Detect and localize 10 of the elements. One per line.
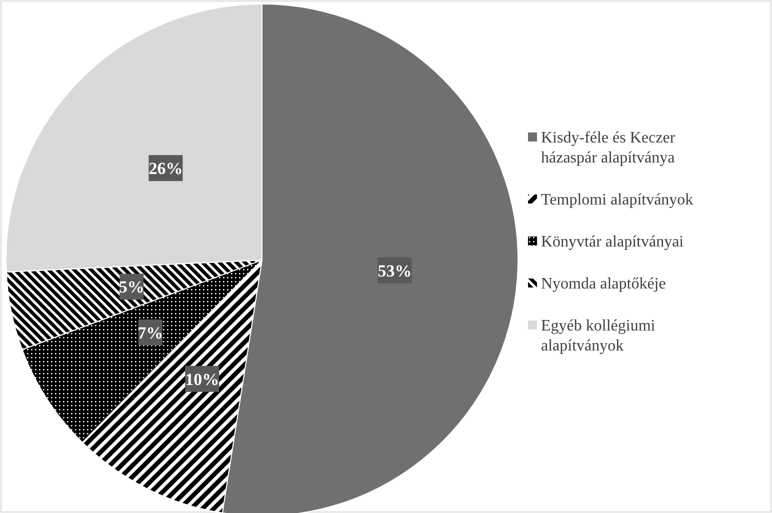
legend-label: Nyomda alaptőkéje — [541, 276, 666, 292]
legend-label: Templomi alapítványok — [541, 192, 694, 208]
data-label: 10% — [185, 370, 220, 389]
data-label: 53% — [378, 261, 412, 280]
data-label: 5% — [118, 278, 144, 297]
legend-label: Egyéb kollégiumi alapítványok — [541, 318, 656, 354]
data-label: 26% — [148, 159, 183, 178]
legend-label: Könyvtár alapítványai — [541, 234, 684, 250]
data-label: 7% — [138, 323, 164, 342]
legend-label: Kisdy-féle és Keczer házaspár alapítványa — [541, 130, 676, 166]
